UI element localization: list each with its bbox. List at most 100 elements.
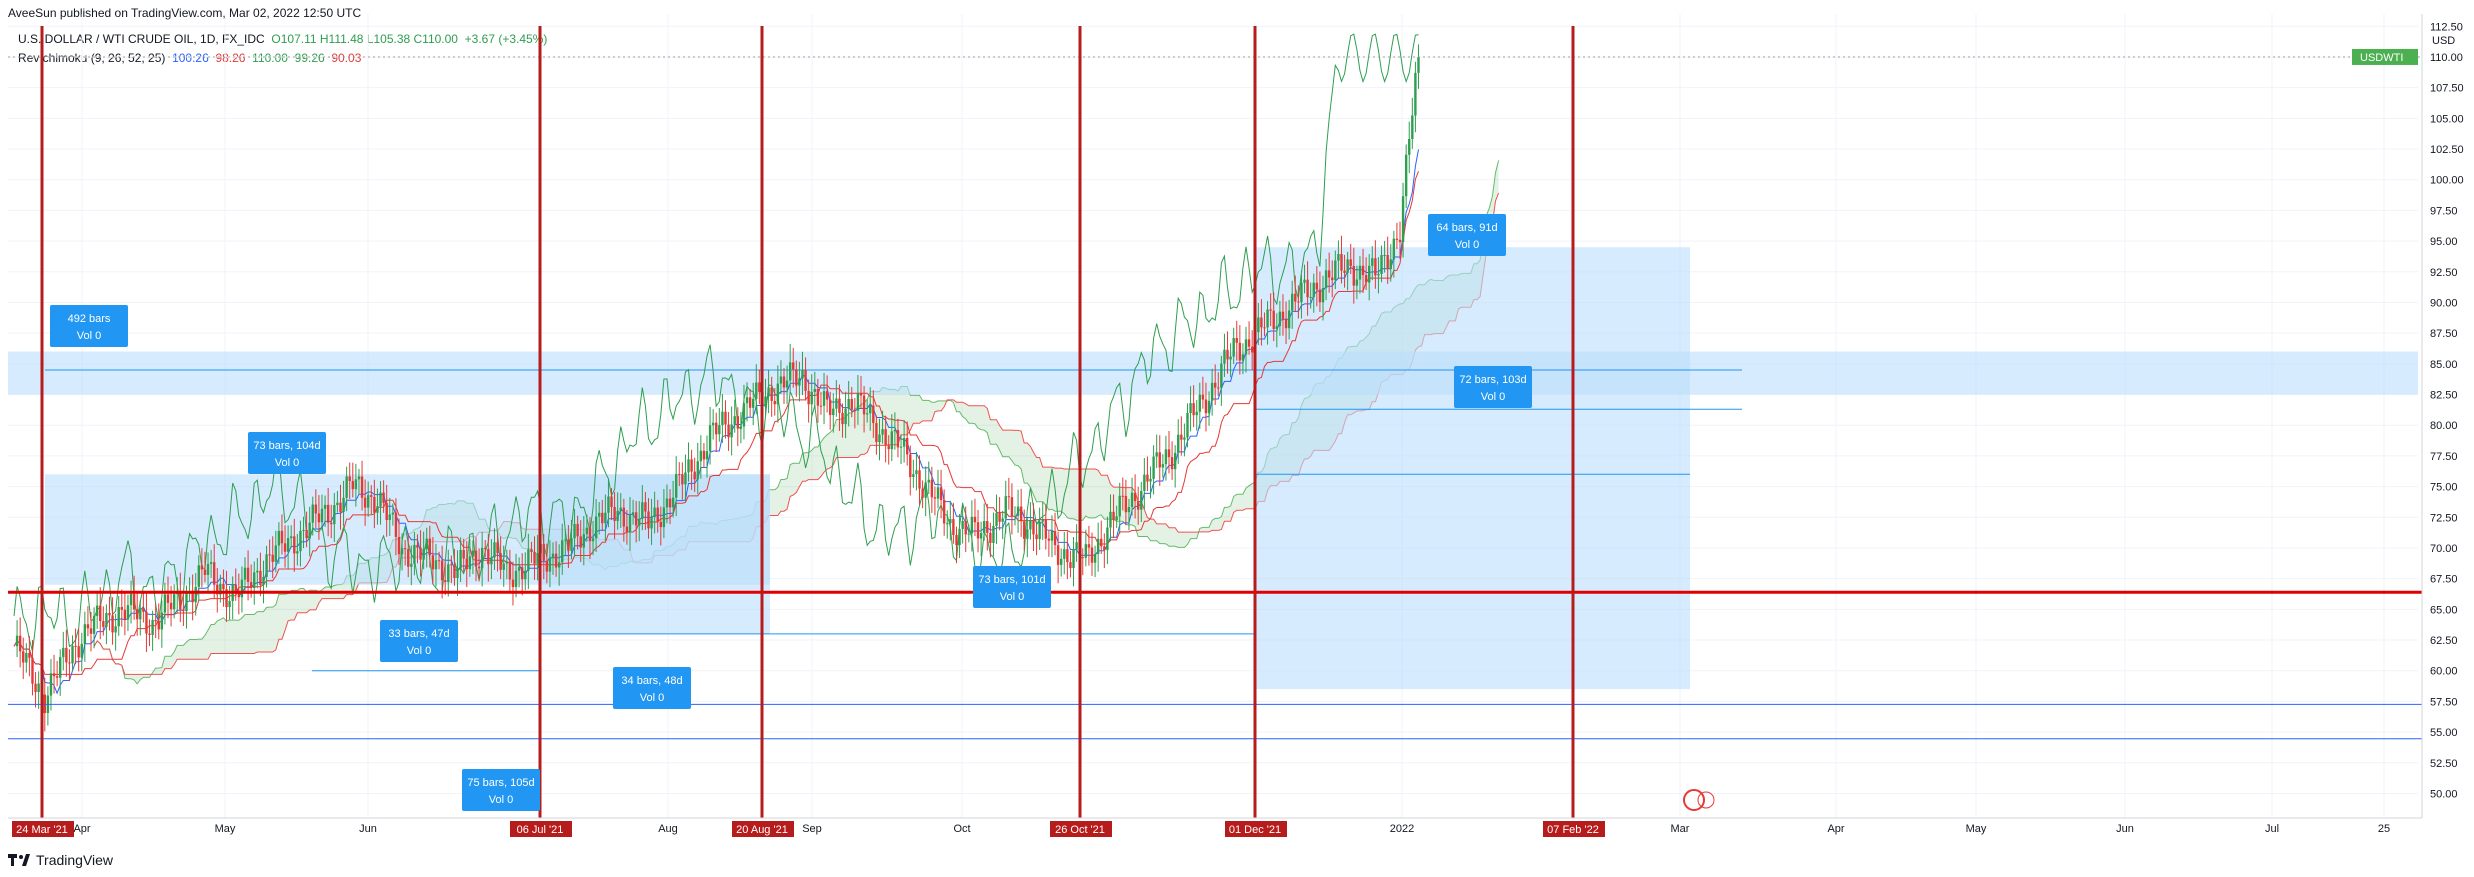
y-tick-label: 112.50 [2430, 21, 2463, 33]
candle-body [656, 507, 659, 522]
candle-body [616, 510, 619, 521]
candle-body [859, 392, 863, 396]
candle-body [468, 556, 472, 570]
candle-body [1140, 490, 1143, 510]
candle-body [1081, 557, 1084, 559]
candle-body [668, 498, 672, 508]
candle-body [736, 416, 739, 429]
date-badge [1225, 821, 1287, 837]
candle-body [902, 438, 906, 447]
candle-body [15, 635, 19, 647]
candle-body [1118, 495, 1121, 517]
candle-body [437, 560, 441, 562]
candle-body [1408, 138, 1411, 155]
candle-body [484, 547, 487, 550]
candle-body [699, 450, 703, 462]
candle-body [930, 479, 934, 498]
candle-body [678, 474, 681, 476]
candle-body [1229, 356, 1232, 360]
brand-name[interactable]: TradingView [36, 852, 114, 868]
candle-body [1001, 518, 1004, 522]
candle-body [1004, 496, 1007, 519]
candle-body [163, 594, 167, 613]
range-label-bars: 75 bars, 105d [467, 777, 534, 789]
range-label-volume: Vol 0 [489, 794, 513, 806]
candle-body [1380, 255, 1383, 274]
candle-body [1232, 338, 1235, 357]
candle-body [773, 400, 776, 405]
candle-body [382, 492, 385, 503]
symbol-title[interactable]: U.S. DOLLAR / WTI CRUDE OIL, 1D, FX_IDC [18, 32, 265, 46]
candle-body [280, 530, 284, 544]
x-tick-label: May [1966, 823, 1987, 835]
range-label-volume: Vol 0 [77, 330, 101, 342]
indicator-value-span-a: 99.26 [294, 51, 325, 65]
y-tick-label: 67.50 [2430, 574, 2458, 586]
candle-body [1321, 288, 1325, 303]
candle-body [1164, 449, 1168, 465]
candle-body [795, 369, 798, 386]
range-boxes [8, 247, 2418, 690]
date-badge [510, 821, 572, 837]
candle-body [844, 408, 847, 425]
y-tick-label: 100.00 [2430, 175, 2464, 187]
candle-body [1016, 506, 1020, 516]
candle-body [1306, 279, 1309, 298]
candle-body [243, 567, 247, 580]
date-badge [1543, 821, 1605, 837]
candle-body [1355, 279, 1359, 286]
candle-body [801, 369, 804, 379]
candle-body [752, 398, 755, 408]
candle-body [354, 479, 358, 490]
vertical-markers: 24 Mar '21 06 Jul '21 20 Aug '21 26 Oct '21… [12, 26, 1605, 837]
candle-body [1072, 549, 1075, 569]
candle-body [172, 594, 176, 610]
candle-body [1401, 196, 1405, 243]
range-label-box [50, 305, 128, 347]
candle-body [462, 549, 465, 559]
y-tick-label: 87.50 [2430, 328, 2458, 340]
candle-body [727, 424, 730, 438]
candle-body [591, 538, 595, 542]
candle-body [219, 583, 222, 595]
candle-body [34, 683, 37, 692]
candle-body [785, 380, 789, 388]
candle-body [579, 536, 582, 548]
candle-body [1368, 265, 1371, 283]
candle-body [665, 498, 669, 508]
candle-body [333, 505, 336, 525]
y-tick-label: 85.00 [2430, 359, 2458, 371]
candle-body [49, 673, 53, 696]
candle-body [474, 550, 478, 567]
candle-body [363, 497, 367, 508]
candle-body [1377, 273, 1380, 276]
candle-body [1173, 452, 1177, 470]
candle-body [388, 514, 391, 521]
candle-body [1109, 511, 1112, 528]
candle-body [1417, 56, 1420, 73]
candle-body [856, 392, 860, 411]
candle-body [939, 487, 943, 501]
currency-label: USD [2432, 35, 2455, 47]
candle-body [259, 570, 262, 585]
range-label-box [248, 432, 326, 474]
candle-body [43, 694, 46, 714]
candle-body [942, 500, 946, 524]
candle-body [1327, 270, 1331, 278]
candle-body [1084, 544, 1088, 558]
candle-body [601, 512, 604, 524]
candle-body [838, 398, 841, 413]
axes: 112.50 110.00 107.50 105.00 102.50 100.00 97.5… [8, 14, 2474, 835]
candle-body [986, 521, 989, 533]
indicator-name[interactable]: RevIchimoku (9, 26, 52, 25) [18, 51, 166, 65]
x-tick-label: 2022 [1390, 823, 1414, 835]
us-flag-icon[interactable] [1683, 789, 1705, 811]
candle-body [453, 565, 456, 578]
candle-body [1146, 474, 1149, 482]
candle-body [1161, 464, 1165, 468]
candle-body [1287, 310, 1291, 329]
range-label-volume: Vol 0 [275, 457, 299, 469]
candle-body [197, 565, 200, 587]
candle-body [277, 530, 281, 546]
